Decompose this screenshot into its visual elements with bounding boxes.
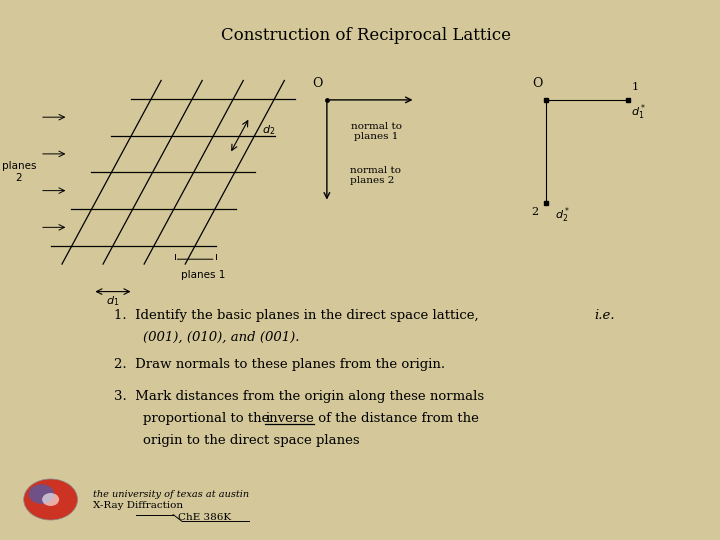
Text: Construction of Reciprocal Lattice: Construction of Reciprocal Lattice [221, 26, 510, 44]
Text: $d_2$: $d_2$ [262, 123, 276, 137]
Text: proportional to the: proportional to the [143, 412, 274, 425]
Text: normal to
planes 1: normal to planes 1 [351, 122, 402, 141]
Text: normal to
planes 2: normal to planes 2 [350, 166, 401, 185]
Text: 2: 2 [531, 207, 538, 217]
Text: $d_1$: $d_1$ [107, 294, 120, 308]
Text: (001), (010), and (001).: (001), (010), and (001). [143, 331, 300, 344]
Text: $d_2^*$: $d_2^*$ [555, 205, 570, 225]
Text: the university of texas at austin: the university of texas at austin [93, 490, 249, 498]
Text: planes 1: planes 1 [181, 271, 225, 280]
Text: planes
2: planes 2 [1, 161, 36, 183]
Circle shape [24, 479, 78, 520]
Circle shape [48, 498, 71, 515]
Text: O: O [312, 77, 323, 90]
Text: i.e.: i.e. [594, 309, 615, 322]
Text: origin to the direct space planes: origin to the direct space planes [143, 434, 359, 447]
Text: 2.  Draw normals to these planes from the origin.: 2. Draw normals to these planes from the… [114, 358, 446, 371]
Text: of the distance from the: of the distance from the [314, 412, 479, 425]
Text: 1: 1 [631, 82, 639, 92]
Text: 1.  Identify the basic planes in the direct space lattice,: 1. Identify the basic planes in the dire… [114, 309, 483, 322]
Circle shape [42, 493, 59, 506]
Circle shape [29, 484, 54, 504]
Text: inverse: inverse [265, 412, 314, 425]
Text: ChE 386K: ChE 386K [178, 513, 231, 522]
Text: X-Ray Diffraction: X-Ray Diffraction [93, 502, 184, 510]
Text: $d_1^*$: $d_1^*$ [631, 103, 647, 122]
Text: 3.  Mark distances from the origin along these normals: 3. Mark distances from the origin along … [114, 390, 485, 403]
Text: O: O [532, 77, 542, 90]
